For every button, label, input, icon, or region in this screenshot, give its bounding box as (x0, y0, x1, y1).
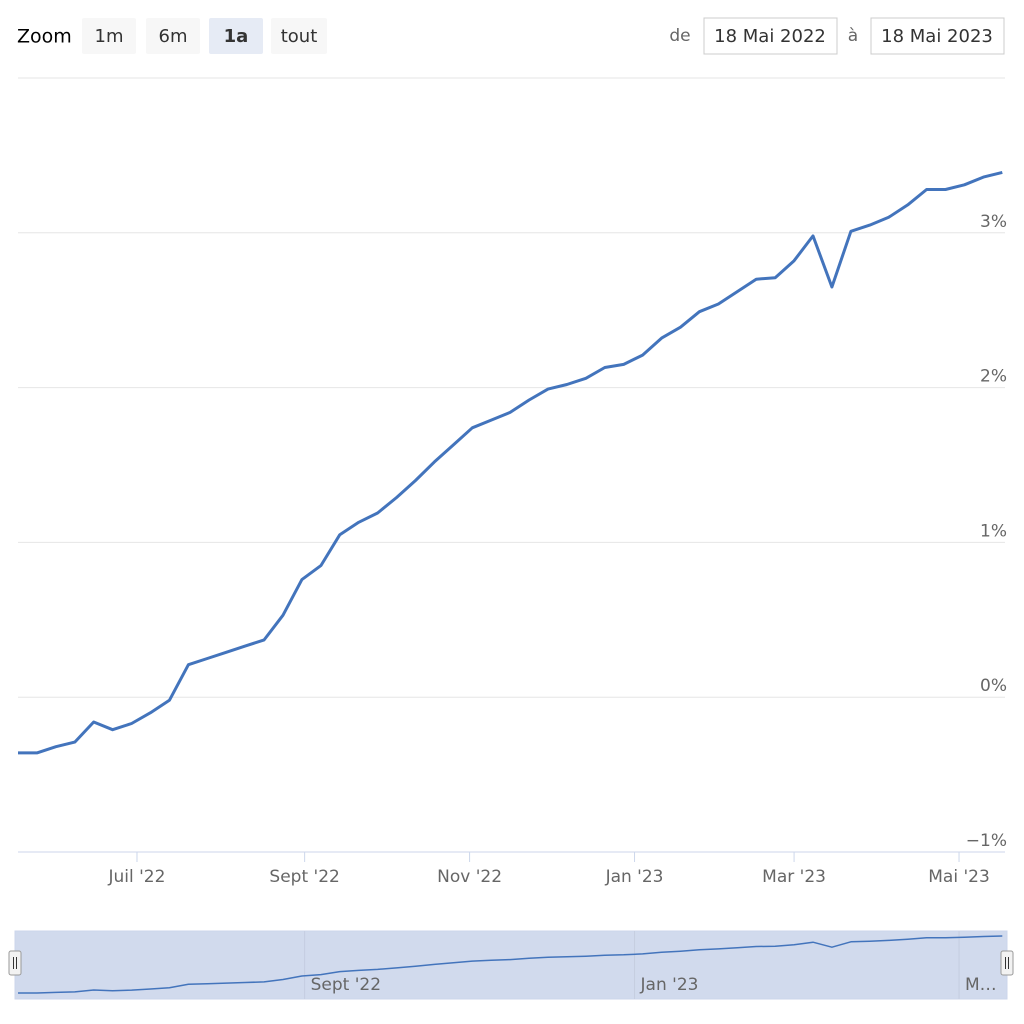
x-tick-label: Juil '22 (108, 867, 166, 887)
to-date[interactable]: 18 Mai 2023 (881, 26, 993, 47)
zoom-label: Zoom (17, 26, 72, 48)
navigator-tick-label: M… (965, 975, 997, 995)
navigator-handle[interactable] (1000, 950, 1014, 976)
x-tick-label: Sept '22 (269, 867, 339, 887)
navigator-handle[interactable] (8, 950, 22, 976)
zoom-button-label[interactable]: 6m (159, 26, 188, 47)
y-tick-label: 3% (980, 212, 1007, 232)
from-input[interactable] (703, 17, 838, 55)
x-tick-label: Nov '22 (437, 867, 502, 887)
navigator-tick-label: Jan '23 (640, 975, 699, 995)
x-tick-label: Jan '23 (605, 867, 664, 887)
zoom-button-label[interactable]: tout (281, 26, 318, 47)
from-label: de (669, 26, 690, 46)
to-label: à (848, 26, 858, 46)
zoom-button-label[interactable]: 1m (95, 26, 124, 47)
navigator-line (18, 935, 1003, 994)
zoom-button[interactable] (82, 18, 136, 54)
from-date[interactable]: 18 Mai 2022 (714, 26, 826, 47)
zoom-button-label[interactable]: 1a (224, 26, 249, 47)
to-input[interactable] (870, 17, 1005, 55)
y-tick-label: 2% (980, 367, 1007, 387)
zoom-button[interactable] (209, 18, 263, 54)
y-tick-label: 0% (980, 676, 1007, 696)
navigator-tick-label: Sept '22 (311, 975, 381, 995)
y-tick-label: 1% (980, 521, 1007, 541)
y-tick-label: −1% (966, 831, 1007, 851)
series-line (18, 170, 1003, 755)
zoom-button[interactable] (146, 18, 200, 54)
zoom-button[interactable] (271, 18, 327, 54)
x-tick-label: Mai '23 (928, 867, 990, 887)
x-tick-label: Mar '23 (762, 867, 826, 887)
